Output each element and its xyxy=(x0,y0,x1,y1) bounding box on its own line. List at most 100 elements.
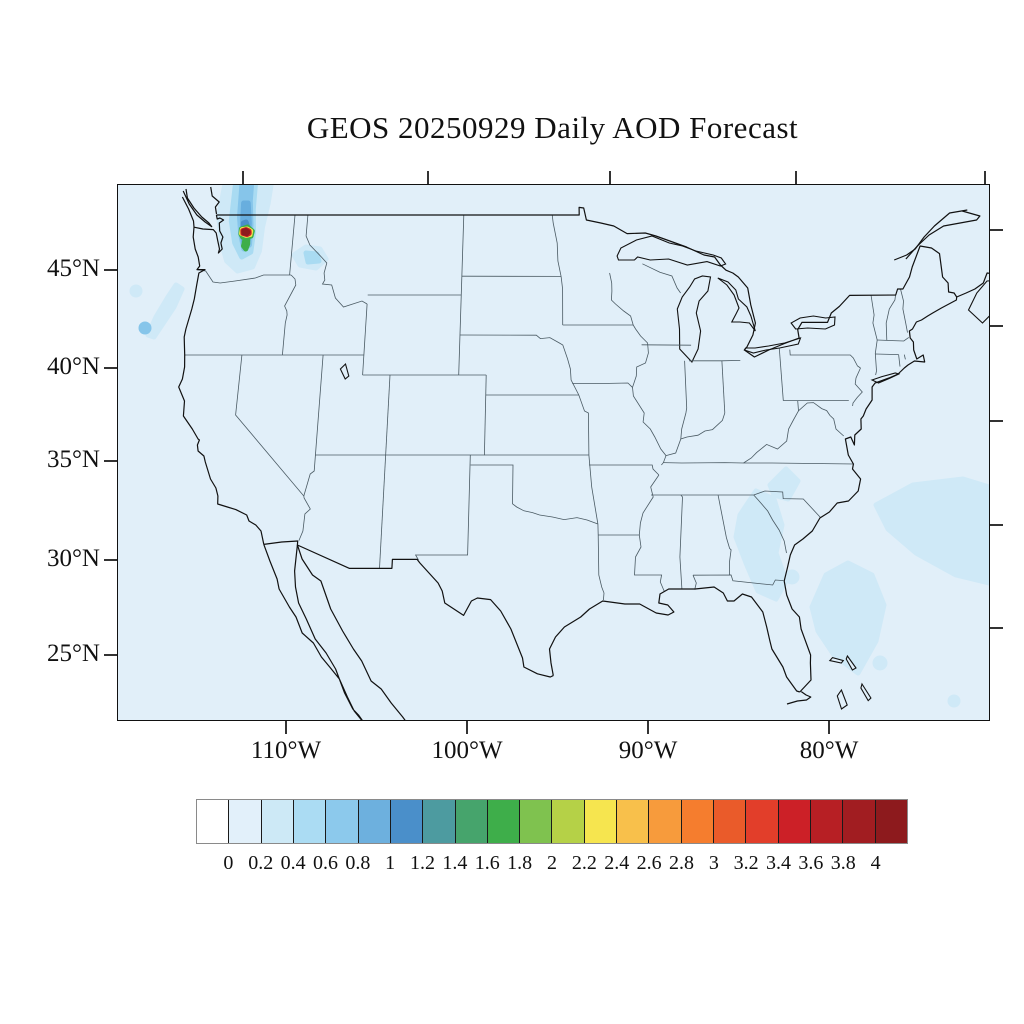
coastline-13 xyxy=(956,272,989,298)
lon-tick-bottom xyxy=(828,721,830,734)
coastline-1 xyxy=(193,214,225,254)
aod-colorbar xyxy=(196,799,908,844)
coastline-7 xyxy=(216,206,958,358)
water-or-island-outline-5 xyxy=(339,362,350,380)
state-border-44 xyxy=(743,410,799,464)
lat-tick-left xyxy=(104,460,117,462)
colorbar-tick-label: 3.6 xyxy=(798,852,824,874)
water-or-island-outline-12 xyxy=(860,682,872,702)
water-or-island-outline-9 xyxy=(828,656,845,664)
us-aod-map xyxy=(129,185,989,720)
aod-patch-4 xyxy=(303,250,322,265)
lat-tick-label: 25°N xyxy=(46,640,100,667)
lon-tick-label: 90°W xyxy=(618,737,678,764)
state-border-24 xyxy=(414,454,471,561)
coastline-5 xyxy=(548,586,800,693)
lon-tick-top xyxy=(609,171,611,184)
lon-tick-label: 100°W xyxy=(431,737,503,764)
state-border-2 xyxy=(282,274,297,356)
colorbar-cell-9 xyxy=(487,800,521,843)
state-border-19 xyxy=(572,382,633,388)
lat-tick-left xyxy=(104,269,117,271)
coastline-2 xyxy=(182,188,213,228)
coastline-12 xyxy=(905,210,981,260)
colorbar-tick-label: 0.8 xyxy=(345,852,371,874)
colorbar-cell-6 xyxy=(390,800,424,843)
colorbar-tick-label: 1.8 xyxy=(507,852,533,874)
state-border-13 xyxy=(484,374,487,456)
lat-tick-right xyxy=(990,524,1003,526)
aod-plume-layer-8 xyxy=(241,228,251,237)
water-or-island-outline-7 xyxy=(967,280,989,324)
state-border-23 xyxy=(470,464,599,525)
water-or-island-outline-1 xyxy=(676,275,712,363)
colorbar-cell-12 xyxy=(584,800,618,843)
water-or-island-outline-0 xyxy=(616,235,727,267)
colorbar-cell-19 xyxy=(810,800,844,843)
coastline-9 xyxy=(296,544,406,720)
lat-tick-label: 30°N xyxy=(46,545,100,572)
state-border-52 xyxy=(898,354,901,367)
colorbar-tick-label: 0 xyxy=(223,852,234,874)
aod-patch-1 xyxy=(138,321,152,335)
colorbar-cell-1 xyxy=(229,800,262,843)
colorbar-tick-label: 3.4 xyxy=(766,852,792,874)
colorbar-tick-label: 0.2 xyxy=(248,852,274,874)
colorbar-cell-20 xyxy=(843,800,876,843)
state-border-42 xyxy=(852,367,863,407)
state-border-25 xyxy=(597,523,605,601)
lon-tick-top xyxy=(984,171,986,184)
lon-tick-label: 80°W xyxy=(799,737,859,764)
state-border-37 xyxy=(721,360,726,414)
page-title: GEOS 20250929 Daily AOD Forecast xyxy=(306,110,799,145)
lon-tick-bottom xyxy=(647,721,649,734)
colorbar-cell-0 xyxy=(197,800,230,843)
colorbar-tick-label: 1.6 xyxy=(474,852,500,874)
aod-patch-7 xyxy=(873,476,989,586)
colorbar-cell-18 xyxy=(778,800,811,843)
state-border-28 xyxy=(679,494,683,590)
state-border-30 xyxy=(663,462,855,465)
state-border-53 xyxy=(903,354,906,360)
state-border-43 xyxy=(797,400,844,437)
colorbar-tick-label: 2.2 xyxy=(571,852,597,874)
state-border-35 xyxy=(609,272,634,326)
coastline-8 xyxy=(263,544,363,720)
state-border-46 xyxy=(753,494,787,554)
colorbar-cell-16 xyxy=(714,800,747,843)
coastline-11 xyxy=(893,209,968,261)
aod-patch-0 xyxy=(145,282,185,340)
state-border-51 xyxy=(875,353,899,355)
colorbar-tick-label: 1 xyxy=(385,852,396,874)
lat-tick-label: 40°N xyxy=(46,353,100,380)
aod-patch-5 xyxy=(733,488,789,602)
state-border-5 xyxy=(303,354,324,497)
state-border-45 xyxy=(753,490,821,518)
colorbar-cell-5 xyxy=(358,800,391,843)
water-or-island-outline-11 xyxy=(836,688,848,710)
colorbar-tick-label: 4 xyxy=(870,852,881,874)
lat-tick-left xyxy=(104,559,117,561)
colorbar-cell-21 xyxy=(875,800,907,843)
lat-tick-label: 35°N xyxy=(46,446,100,473)
aod-patch-8 xyxy=(809,560,887,676)
colorbar-tick-label: 1.2 xyxy=(410,852,436,874)
coastline-4 xyxy=(263,540,554,678)
colorbar-tick-label: 3 xyxy=(708,852,719,874)
colorbar-cell-2 xyxy=(261,800,294,843)
colorbar-cell-13 xyxy=(617,800,650,843)
colorbar-cell-8 xyxy=(455,800,488,843)
state-border-21 xyxy=(589,464,660,476)
state-border-32 xyxy=(680,360,688,440)
state-border-39 xyxy=(778,348,784,401)
lon-tick-label: 110°W xyxy=(250,737,322,764)
colorbar-cell-15 xyxy=(681,800,714,843)
state-border-0 xyxy=(196,269,292,284)
colorbar-cell-4 xyxy=(326,800,359,843)
state-border-8 xyxy=(362,303,368,376)
colorbar-cell-14 xyxy=(649,800,682,843)
aod-patch-10 xyxy=(872,655,888,671)
aod-patch-2 xyxy=(129,284,143,298)
state-border-56 xyxy=(900,288,908,333)
colorbar-tick-label: 2.6 xyxy=(636,852,662,874)
